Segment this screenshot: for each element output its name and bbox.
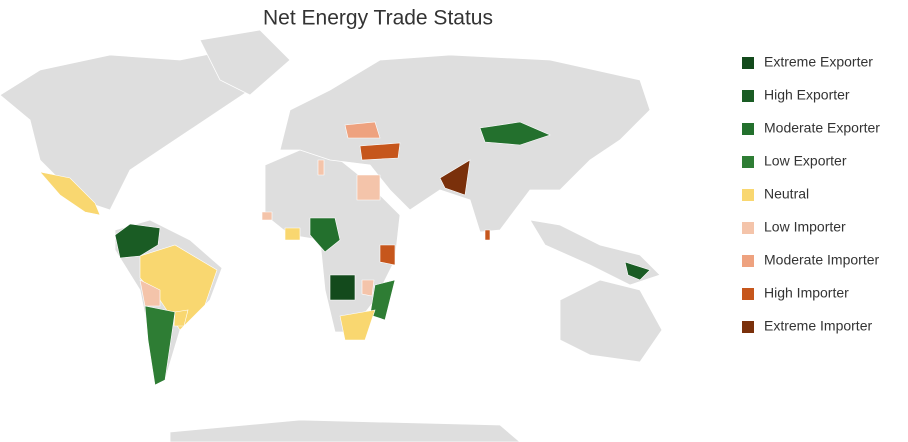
legend-swatch [742,255,754,267]
country [317,159,325,176]
country [261,211,273,221]
legend-label: Moderate Exporter [764,120,880,136]
country [479,121,551,146]
country [139,279,161,307]
country [369,279,396,321]
legend-swatch [742,156,754,168]
legend-label: Moderate Importer [764,252,879,268]
country [379,244,396,266]
country [339,309,376,341]
legend-swatch [742,90,754,102]
legend-label: High Importer [764,285,849,301]
land [169,419,521,442]
country [439,159,471,196]
country [484,229,491,241]
legend-label: Low Importer [764,219,846,235]
legend-label: Low Exporter [764,153,847,169]
legend: Extreme Exporter High Exporter Moderate Ex… [742,54,880,334]
legend-swatch [742,222,754,234]
legend-label: Neutral [764,186,809,202]
legend-swatch [742,123,754,135]
legend-swatch [742,189,754,201]
map-title: Net Energy Trade Status [263,7,493,30]
land [199,29,291,96]
highlighted-countries [39,121,651,386]
country [144,305,176,386]
country [624,261,651,281]
land [0,49,251,211]
legend-swatch [742,288,754,300]
country [361,279,375,297]
country [173,309,189,327]
legend-label: Extreme Exporter [764,54,873,70]
country [344,121,381,139]
legend-label: Extreme Importer [764,318,872,334]
country [356,174,381,201]
country [329,274,356,301]
country [284,227,301,241]
country [114,223,161,259]
country [39,171,101,216]
country [309,217,341,253]
legend-swatch [742,321,754,333]
legend-label: High Exporter [764,87,850,103]
country [359,142,401,161]
legend-swatch [742,57,754,69]
land [559,279,663,363]
